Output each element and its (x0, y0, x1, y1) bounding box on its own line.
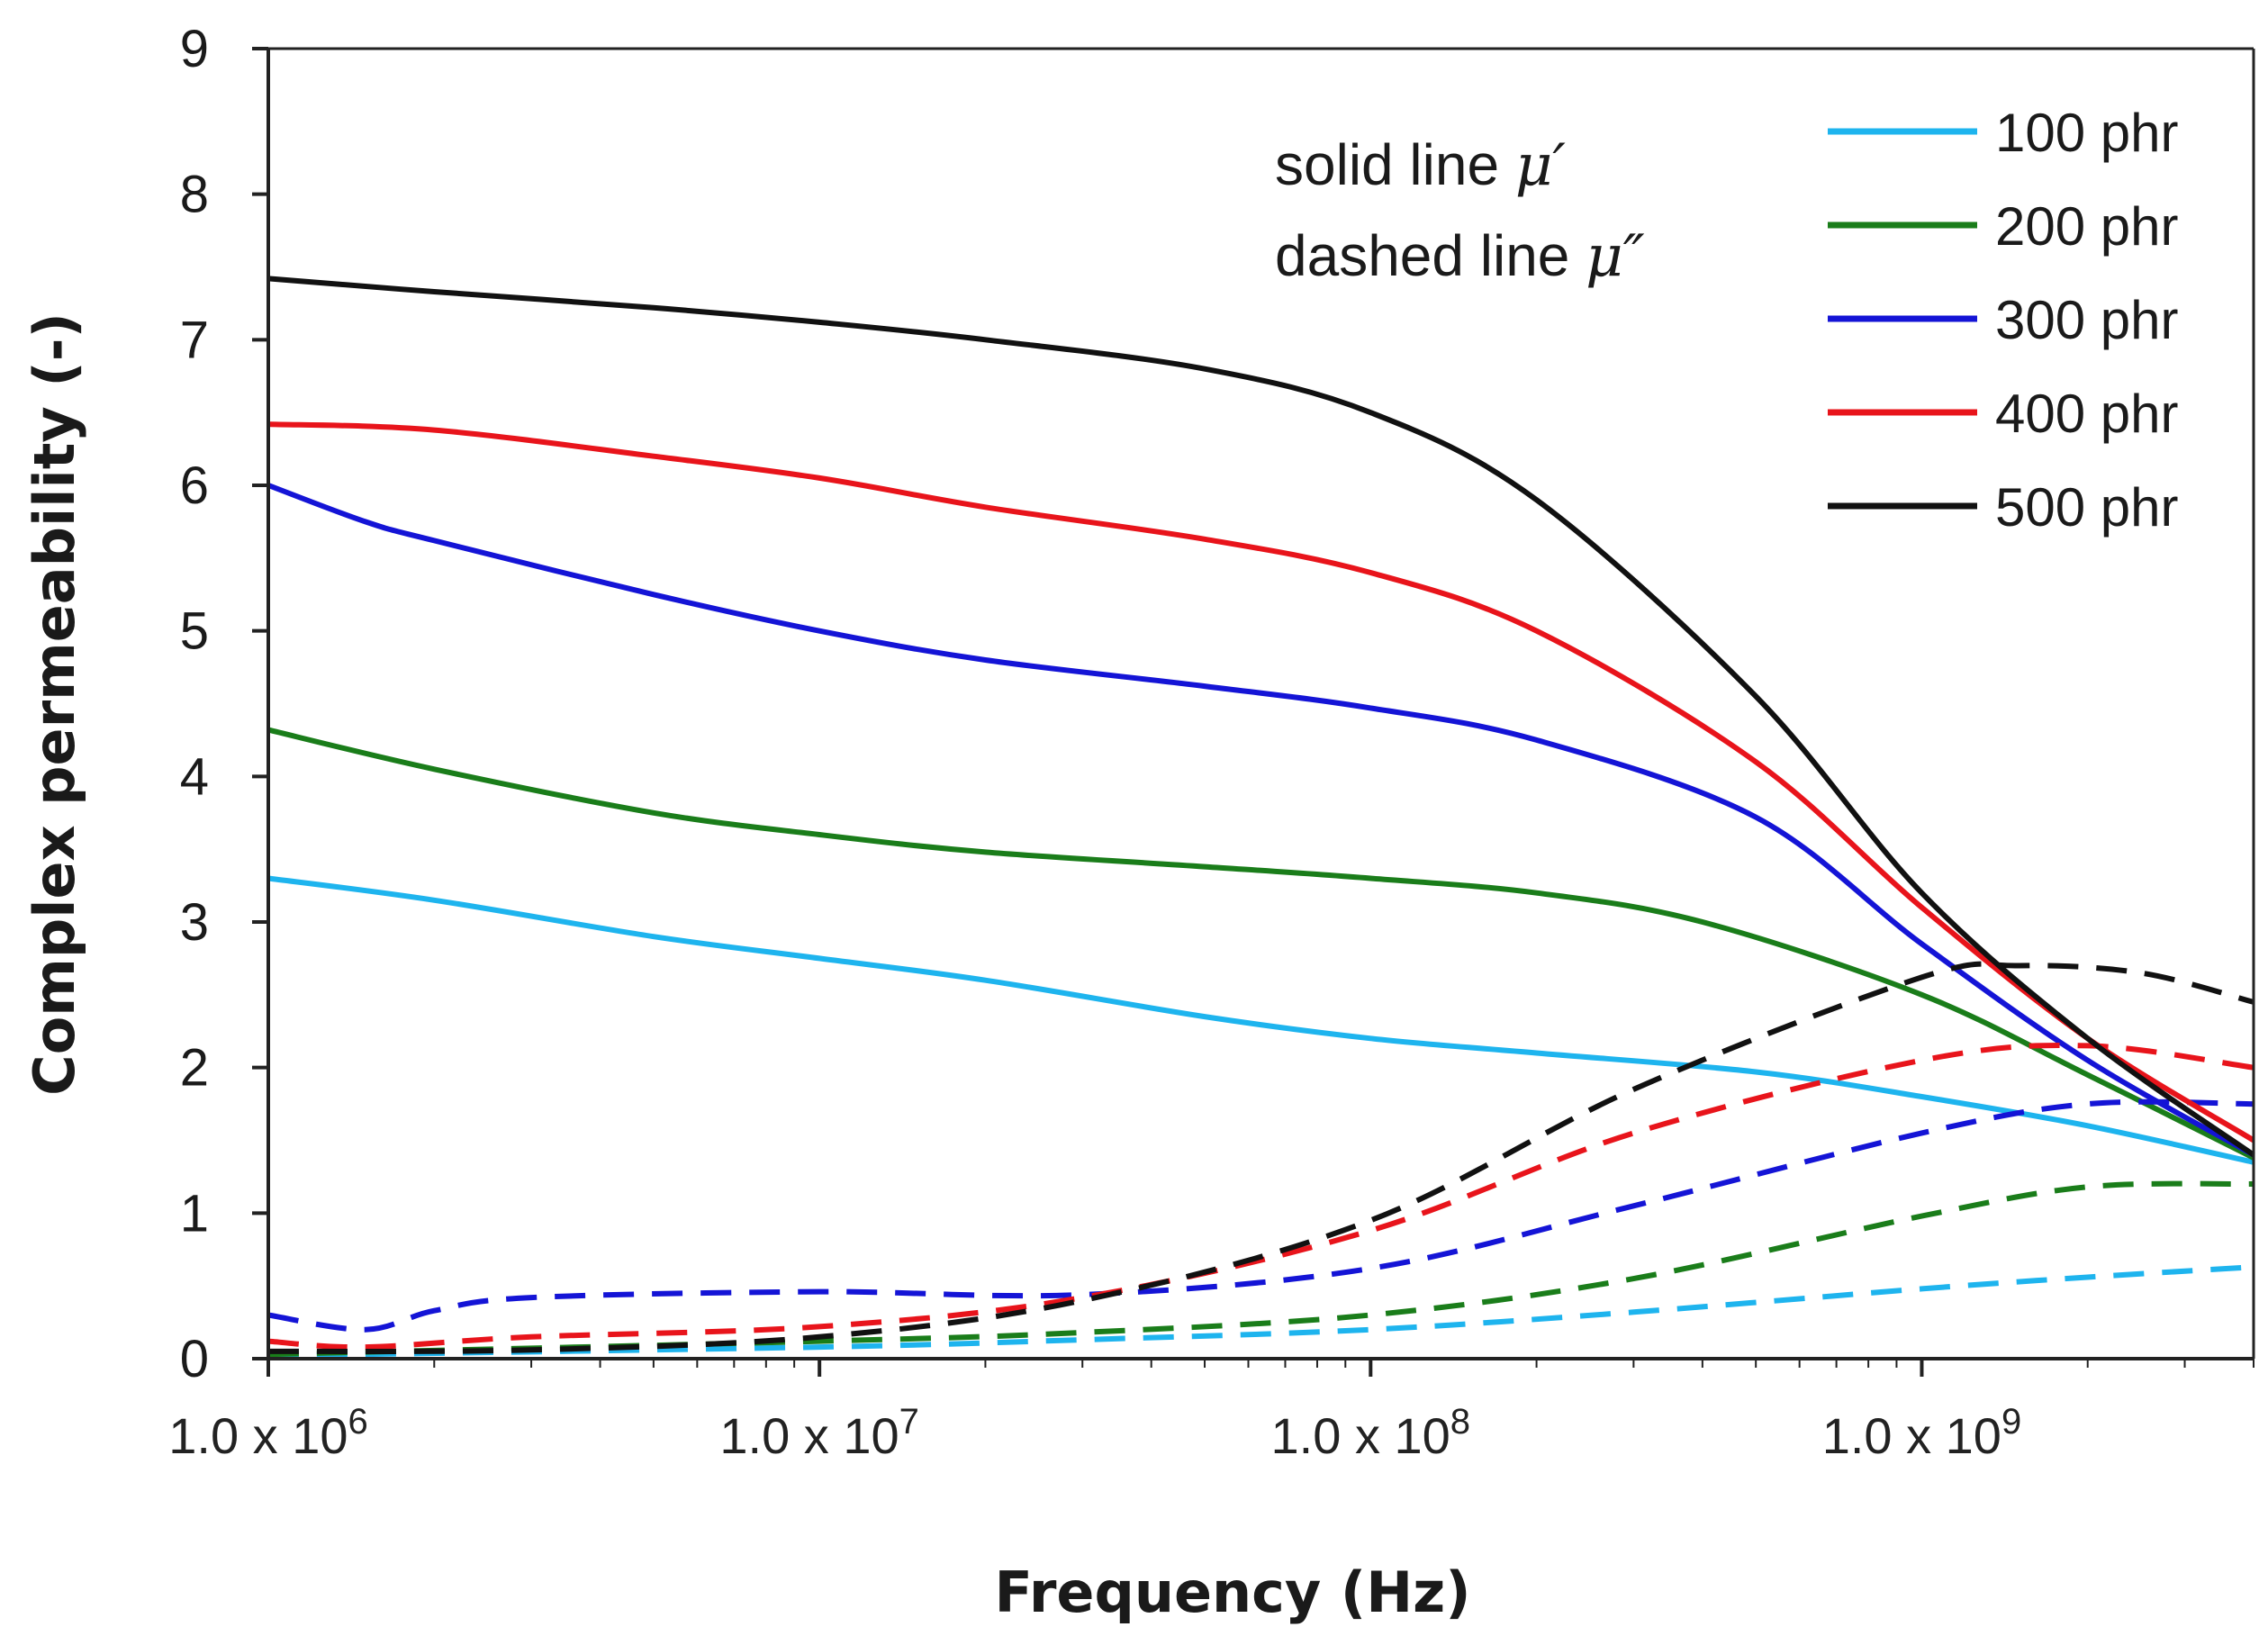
x-tick-mantissa: 1.0 x 10 (1822, 1407, 2001, 1464)
y-tick-label: 4 (180, 747, 209, 806)
x-tick-exponent: 8 (1450, 1402, 1470, 1442)
x-tick-label: 1.0 x 107 (719, 1402, 919, 1464)
annotation-solid-prefix: solid line (1275, 132, 1515, 197)
series-line-mu-imag-300-phr (267, 1098, 2254, 1333)
series-line-mu-imag-100-phr (267, 1264, 2254, 1359)
y-axis-title: Complex permeability (-) (22, 312, 87, 1096)
x-tick-label: 1.0 x 108 (1271, 1402, 1471, 1464)
y-tick-label: 9 (180, 20, 209, 78)
series-line-mu-real-500-phr (267, 276, 2255, 1158)
series-line-mu-real-300-phr (267, 483, 2255, 1158)
y-tick-label: 5 (180, 602, 209, 661)
y-tick-label: 0 (180, 1330, 209, 1388)
annotation-solid: solid line μ′ (1275, 132, 1566, 199)
y-tick-label: 6 (180, 456, 209, 515)
x-tick-label: 1.0 x 109 (1822, 1402, 2022, 1464)
x-tick-label: 1.0 x 106 (168, 1402, 368, 1464)
series-line-mu-real-200-phr (267, 727, 2255, 1161)
x-tick-mantissa: 1.0 x 10 (719, 1407, 899, 1464)
legend-label: 100 phr (1995, 103, 2179, 163)
x-tick-exponent: 9 (2001, 1402, 2021, 1442)
y-tick-label: 8 (180, 166, 209, 224)
series-line-mu-real-100-phr (267, 875, 2254, 1165)
y-tick-label: 1 (180, 1184, 209, 1243)
series-line-mu-real-400-phr (267, 421, 2255, 1143)
legend-label: 300 phr (1995, 290, 2179, 350)
annotation-dashed: dashed line μ″ (1275, 223, 1645, 290)
x-tick-mantissa: 1.0 x 10 (168, 1407, 348, 1464)
annotation-solid-symbol: μ′ (1515, 132, 1567, 199)
legend: 100 phr 200 phr 300 phr 400 phr 500 phr (1828, 103, 2179, 538)
series-line-mu-imag-400-phr (267, 1043, 2254, 1351)
x-tick-exponent: 6 (348, 1402, 368, 1442)
annotation-dashed-symbol: μ″ (1586, 223, 1645, 290)
y-tick-label: 3 (180, 893, 209, 952)
x-tick-exponent: 7 (899, 1402, 919, 1442)
y-tick-label: 2 (180, 1039, 209, 1098)
y-tick-label: 7 (180, 311, 209, 369)
series-line-mu-imag-500-phr (267, 961, 2254, 1354)
annotation-dashed-prefix: dashed line (1275, 223, 1586, 288)
x-axis-title: Frequency (Hz) (994, 1559, 1470, 1625)
legend-label: 500 phr (1995, 477, 2179, 538)
x-tick-mantissa: 1.0 x 10 (1271, 1407, 1450, 1464)
legend-label: 200 phr (1995, 196, 2179, 257)
legend-label: 400 phr (1995, 384, 2179, 444)
annotation: solid line μ′ dashed line μ″ (1275, 132, 1645, 290)
